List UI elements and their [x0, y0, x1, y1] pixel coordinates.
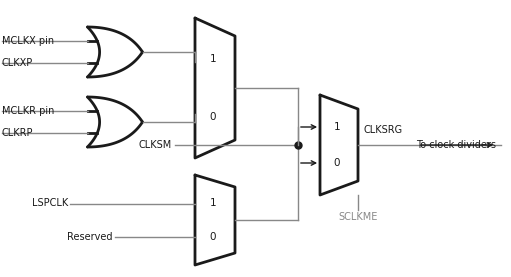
- Text: 1: 1: [210, 54, 216, 64]
- Text: 0: 0: [210, 232, 216, 242]
- Text: CLKSM: CLKSM: [139, 140, 172, 150]
- Text: MCLKR pin: MCLKR pin: [2, 106, 54, 116]
- Text: 0: 0: [334, 158, 340, 168]
- Text: CLKRP: CLKRP: [2, 128, 34, 138]
- Text: SCLKME: SCLKME: [338, 212, 378, 222]
- Text: 1: 1: [334, 122, 340, 132]
- Text: To clock dividers: To clock dividers: [416, 140, 496, 150]
- Text: 1: 1: [210, 199, 216, 209]
- Text: MCLKX pin: MCLKX pin: [2, 36, 54, 46]
- Text: LSPCLK: LSPCLK: [32, 199, 68, 209]
- Text: Reserved: Reserved: [66, 232, 112, 242]
- Text: 0: 0: [210, 112, 216, 122]
- Text: CLKSRG: CLKSRG: [363, 125, 402, 135]
- Text: CLKXP: CLKXP: [2, 58, 33, 68]
